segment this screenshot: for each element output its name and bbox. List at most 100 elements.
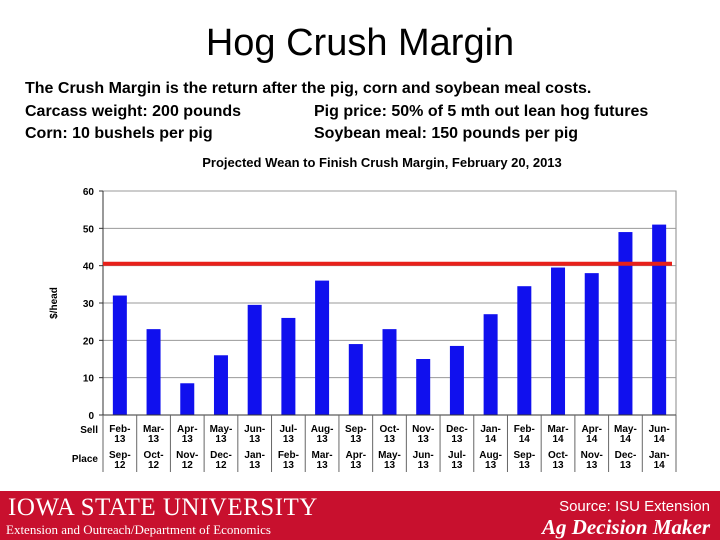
publication-name: Ag Decision Maker (542, 515, 710, 539)
department-name: Extension and Outreach/Department of Eco… (6, 522, 271, 537)
chart-container: Projected Wean to Finish Crush Margin, F… (0, 150, 720, 475)
place-label-year: 13 (552, 460, 564, 471)
bar (213, 355, 228, 415)
place-label-month: Mar- (312, 450, 333, 461)
place-label-month: Dec- (615, 450, 637, 461)
sell-label-year: 13 (384, 434, 396, 445)
sell-label-month: Dec- (446, 424, 468, 435)
sell-row-label: Sell (80, 425, 98, 436)
bar (281, 317, 296, 415)
place-label-year: 13 (451, 460, 463, 471)
sell-label-month: Apr- (581, 424, 602, 435)
sell-label-year: 14 (519, 434, 531, 445)
sell-label-month: Jul- (279, 424, 297, 435)
place-label-year: 12 (114, 460, 126, 471)
place-label-year: 14 (654, 460, 666, 471)
place-label-year: 13 (586, 460, 598, 471)
place-label-month: Aug- (479, 450, 502, 461)
place-label-month: Dec- (210, 450, 232, 461)
bar (517, 286, 532, 415)
y-tick-label: 10 (83, 374, 95, 385)
bar (483, 314, 498, 415)
place-label-month: Jun- (413, 450, 434, 461)
sell-label-month: Sep- (345, 424, 367, 435)
bar (416, 359, 431, 415)
sell-label-year: 13 (283, 434, 295, 445)
place-label-year: 12 (215, 460, 227, 471)
place-row-label: Place (72, 454, 99, 465)
place-label-year: 13 (283, 460, 295, 471)
carcass-weight-text: Carcass weight: 200 pounds (25, 103, 242, 120)
sell-label-month: Jan- (480, 424, 501, 435)
soybean-meal-text: Soybean meal: 150 pounds per pig (314, 125, 579, 142)
sell-label-month: Mar- (547, 424, 568, 435)
place-label-year: 13 (350, 460, 362, 471)
bar (180, 383, 195, 415)
sell-label-month: Jun- (244, 424, 265, 435)
bar (618, 232, 633, 415)
place-label-year: 12 (182, 460, 194, 471)
place-label-month: Sep- (109, 450, 131, 461)
sell-label-month: May- (614, 424, 637, 435)
y-tick-label: 30 (83, 299, 95, 310)
sell-label-month: Aug- (311, 424, 334, 435)
source-credit: Source: ISU Extension (559, 498, 710, 515)
y-tick-label: 20 (83, 336, 95, 347)
bar (348, 344, 363, 415)
y-axis-label: $/head (49, 287, 60, 319)
place-label-month: May- (378, 450, 401, 461)
footer-bar (0, 491, 720, 540)
place-label-month: Nov- (581, 450, 603, 461)
sell-label-year: 13 (114, 434, 126, 445)
chart-title: Projected Wean to Finish Crush Margin, F… (202, 155, 562, 170)
sell-label-year: 13 (249, 434, 261, 445)
sell-label-year: 14 (654, 434, 666, 445)
sell-label-year: 14 (586, 434, 598, 445)
bar (315, 280, 330, 415)
sell-label-year: 13 (418, 434, 430, 445)
sell-label-month: May- (210, 424, 233, 435)
pig-price-text: Pig price: 50% of 5 mth out lean hog fut… (314, 103, 649, 120)
sell-label-month: Jun- (649, 424, 670, 435)
bar (382, 329, 397, 415)
y-tick-label: 60 (83, 187, 95, 198)
place-label-month: Oct- (548, 450, 568, 461)
place-label-year: 13 (519, 460, 531, 471)
slide-title: Hog Crush Margin (205, 22, 515, 64)
sell-label-year: 14 (485, 434, 497, 445)
place-label-month: Sep- (513, 450, 535, 461)
place-label-year: 13 (418, 460, 430, 471)
y-tick-label: 40 (83, 262, 95, 273)
place-label-year: 13 (620, 460, 632, 471)
sell-label-month: Oct- (380, 424, 400, 435)
place-label-month: Jan- (649, 450, 670, 461)
bar (247, 304, 262, 415)
place-label-year: 13 (249, 460, 261, 471)
bar (652, 224, 667, 415)
sell-label-year: 13 (148, 434, 160, 445)
sell-label-month: Apr- (177, 424, 198, 435)
place-label-month: Jul- (448, 450, 466, 461)
bar (551, 267, 566, 415)
place-label-month: Jan- (244, 450, 265, 461)
place-label-month: Apr- (346, 450, 367, 461)
place-label-year: 13 (384, 460, 396, 471)
bar (584, 273, 599, 415)
bar (449, 345, 464, 415)
place-label-year: 13 (485, 460, 497, 471)
place-label-year: 12 (148, 460, 160, 471)
university-name: IOWA STATE UNIVERSITY (8, 494, 318, 521)
sell-label-year: 13 (350, 434, 362, 445)
bar (112, 295, 127, 415)
sell-label-month: Mar- (143, 424, 164, 435)
place-label-month: Nov- (176, 450, 198, 461)
sell-label-year: 14 (552, 434, 564, 445)
crush-margin-description: The Crush Margin is the return after the… (25, 80, 592, 97)
sell-label-year: 13 (215, 434, 227, 445)
y-tick-label: 0 (88, 411, 94, 422)
sell-label-month: Feb- (109, 424, 130, 435)
sell-label-year: 13 (182, 434, 194, 445)
sell-label-year: 13 (317, 434, 329, 445)
crush-margin-chart: Projected Wean to Finish Crush Margin, F… (49, 155, 677, 472)
sell-label-year: 13 (451, 434, 463, 445)
